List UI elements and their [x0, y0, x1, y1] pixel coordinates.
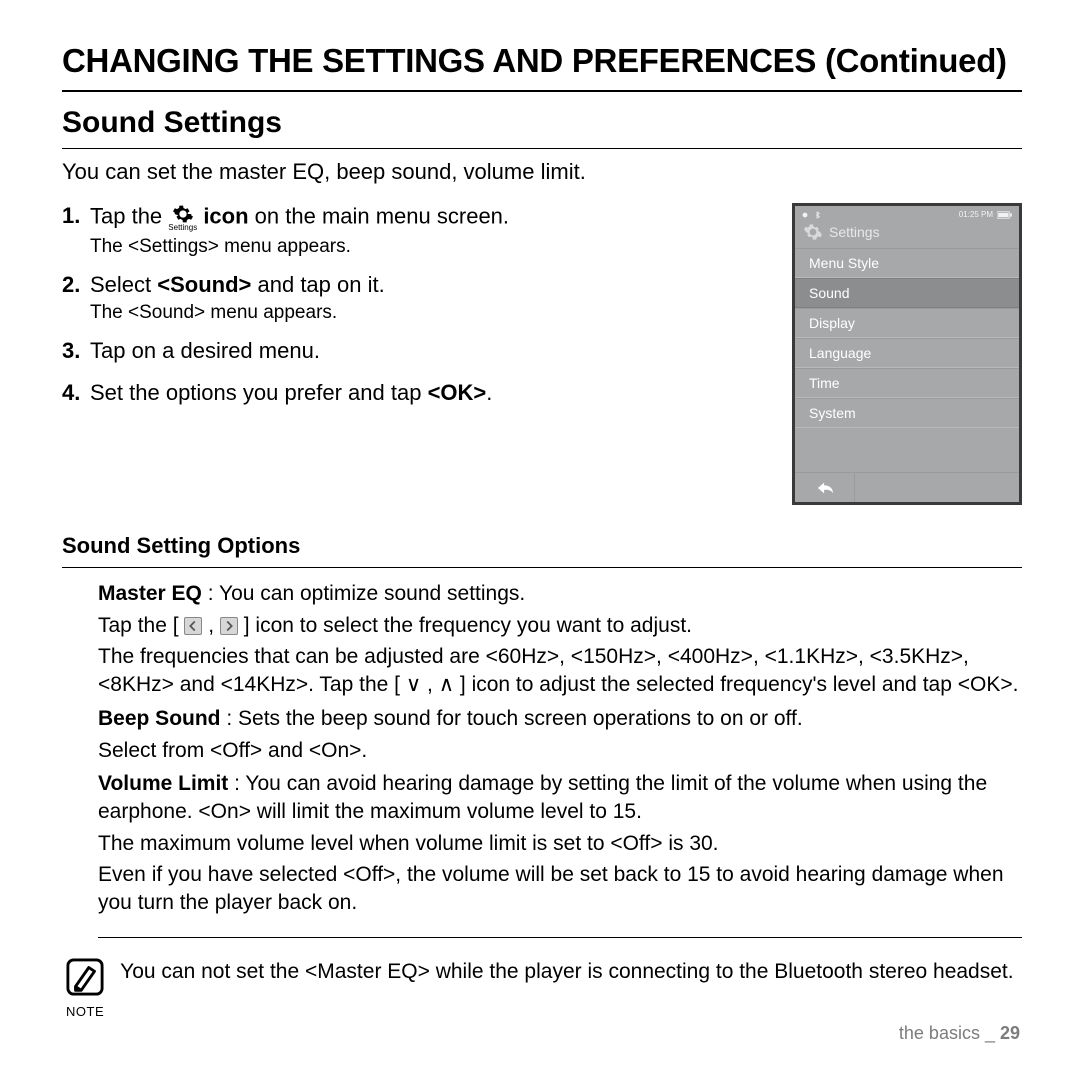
note-label: NOTE	[66, 1004, 104, 1019]
options-block: Master EQ : You can optimize sound setti…	[98, 580, 1022, 938]
settings-gear-icon: Settings	[168, 203, 197, 232]
device-status-bar: 01:25 PM	[795, 206, 1019, 220]
volume-label: Volume Limit	[98, 772, 228, 795]
device-menu-list: Menu StyleSoundDisplayLanguageTimeSystem	[795, 248, 1019, 428]
footer-section: the basics _	[899, 1023, 1000, 1043]
page-title: CHANGING THE SETTINGS AND PREFERENCES (C…	[62, 42, 1022, 92]
back-icon	[814, 480, 836, 496]
step-subtext: The <Sound> menu appears.	[90, 302, 770, 324]
device-menu-item[interactable]: Time	[795, 368, 1019, 398]
device-time: 01:25 PM	[959, 210, 993, 219]
footer-page-number: 29	[1000, 1023, 1020, 1043]
steps-list: 1.Tap the Settings icon on the main menu…	[62, 203, 770, 505]
page-footer: the basics _ 29	[899, 1023, 1020, 1044]
beep-label: Beep Sound	[98, 707, 221, 730]
volume-line2: The maximum volume level when volume lim…	[98, 830, 1022, 858]
step-body: Set the options you prefer and tap <OK>.	[90, 380, 770, 406]
device-mock: 01:25 PM Settings Menu StyleSoundDisplay…	[792, 203, 1022, 505]
master-eq-line3: The frequencies that can be adjusted are…	[98, 643, 1022, 698]
volume-line1: : You can avoid hearing damage by settin…	[98, 772, 987, 823]
note-icon	[66, 958, 104, 996]
device-back-button[interactable]	[795, 473, 855, 502]
device-menu-item[interactable]: Language	[795, 338, 1019, 368]
gear-icon	[803, 222, 823, 242]
beep-line2: Select from <Off> and <On>.	[98, 737, 1022, 765]
battery-icon	[997, 211, 1013, 219]
device-menu-item[interactable]: Menu Style	[795, 248, 1019, 278]
bt-icon	[813, 211, 821, 219]
step-number: 4.	[62, 380, 90, 406]
step-body: Select <Sound> and tap on it.	[90, 272, 770, 298]
section-title: Sound Settings	[62, 106, 1022, 149]
signal-icon	[801, 211, 809, 219]
volume-line3: Even if you have selected <Off>, the vol…	[98, 861, 1022, 916]
device-menu-item[interactable]: Display	[795, 308, 1019, 338]
options-title: Sound Setting Options	[62, 533, 1022, 568]
step-body: Tap the Settings icon on the main menu s…	[90, 203, 770, 232]
device-header-label: Settings	[829, 224, 880, 240]
master-eq-l2-post: ] icon to select the frequency you want …	[238, 614, 692, 637]
beep-line1: : Sets the beep sound for touch screen o…	[221, 707, 803, 730]
left-icon	[184, 617, 202, 635]
note-text: You can not set the <Master EQ> while th…	[120, 958, 1022, 986]
step-number: 1.	[62, 203, 90, 232]
master-eq-l2-pre: Tap the [	[98, 614, 184, 637]
step-row: 4.Set the options you prefer and tap <OK…	[62, 380, 770, 406]
master-eq-l2-mid: ,	[202, 614, 220, 637]
step-row: 2.Select <Sound> and tap on it.	[62, 272, 770, 298]
step-row: 1.Tap the Settings icon on the main menu…	[62, 203, 770, 232]
device-bottom-bar	[795, 472, 1019, 502]
step-subtext: The <Settings> menu appears.	[90, 236, 770, 258]
note-row: NOTE You can not set the <Master EQ> whi…	[66, 958, 1022, 1019]
device-menu-item[interactable]: System	[795, 398, 1019, 428]
right-icon	[220, 617, 238, 635]
step-number: 2.	[62, 272, 90, 298]
master-eq-line1: : You can optimize sound settings.	[202, 582, 525, 605]
step-number: 3.	[62, 338, 90, 364]
intro-text: You can set the master EQ, beep sound, v…	[62, 159, 1022, 185]
device-header: Settings	[795, 220, 1019, 248]
master-eq-label: Master EQ	[98, 582, 202, 605]
step-row: 3.Tap on a desired menu.	[62, 338, 770, 364]
device-menu-item[interactable]: Sound	[795, 278, 1019, 308]
step-body: Tap on a desired menu.	[90, 338, 770, 364]
